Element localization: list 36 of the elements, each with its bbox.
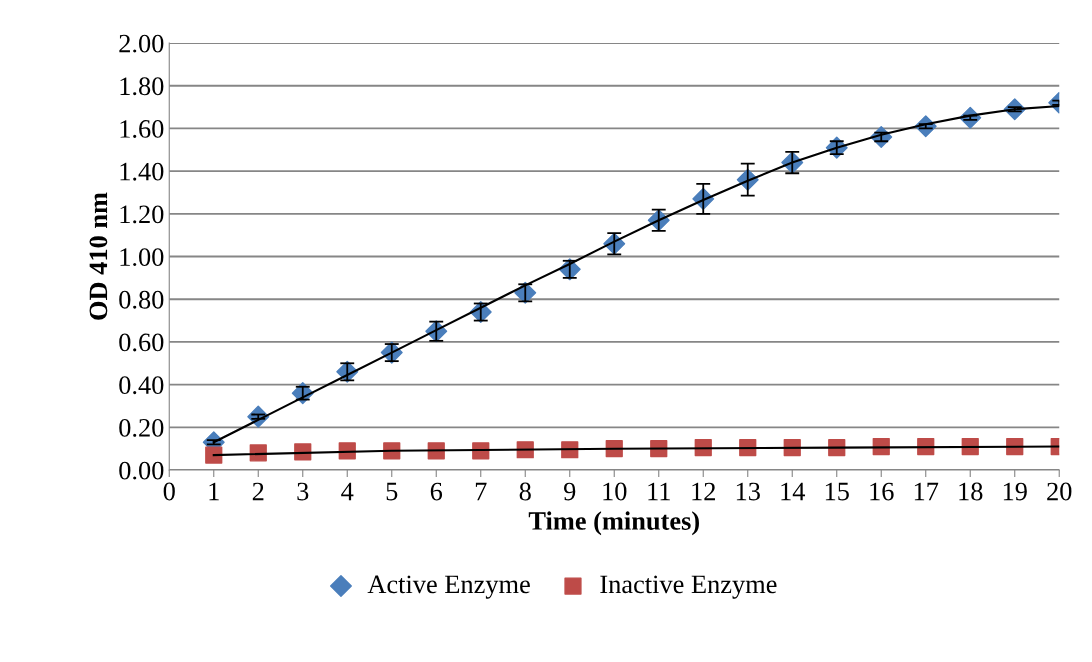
y-tick-label: 1.00 <box>120 248 164 267</box>
x-tick-label: 16 <box>870 482 894 501</box>
y-tick-label: 0.00 <box>119 461 164 480</box>
x-tick-label: 1 <box>209 482 219 501</box>
x-tick-label: 13 <box>736 482 760 501</box>
x-tick-label: 2 <box>252 482 264 501</box>
x-tick-label: 12 <box>692 482 715 501</box>
y-tick-label: 2.00 <box>119 34 164 53</box>
x-tick-label: 10 <box>603 482 627 501</box>
x-tick-label: 5 <box>386 482 398 501</box>
x-tick-label: 7 <box>475 482 487 501</box>
y-tick-label: 1.60 <box>120 120 164 138</box>
y-tick-label: 1.40 <box>120 162 164 181</box>
y-tick-label: 0.40 <box>119 376 164 395</box>
x-tick-label: 19 <box>1003 482 1027 501</box>
x-tick-label: 20 <box>1047 482 1072 501</box>
y-tick-label: 1.80 <box>120 77 164 96</box>
y-tick-label: 0.60 <box>119 333 164 352</box>
x-tick-label: 6 <box>430 482 443 501</box>
x-tick-label: 3 <box>297 482 309 501</box>
x-tick-label: 0 <box>163 482 175 501</box>
x-tick-label: 4 <box>341 482 354 501</box>
x-axis-title: Time (minutes) <box>528 511 699 536</box>
x-tick-label: 14 <box>781 482 806 501</box>
y-axis-title: OD 410 nm <box>89 192 108 320</box>
x-tick-label: 8 <box>519 482 531 501</box>
x-tick-label: 11 <box>648 482 670 501</box>
x-tick-label: 15 <box>825 482 849 501</box>
y-tick-label: 0.20 <box>119 418 164 437</box>
x-tick-label: 9 <box>564 482 576 501</box>
legend-label: Active Enzyme <box>367 575 530 599</box>
y-tick-label: 0.80 <box>119 290 164 309</box>
y-tick-label: 1.20 <box>120 205 164 224</box>
x-tick-label: 17 <box>914 482 939 501</box>
x-tick-label: 18 <box>959 482 983 501</box>
legend-label: Inactive Enzyme <box>600 575 777 599</box>
